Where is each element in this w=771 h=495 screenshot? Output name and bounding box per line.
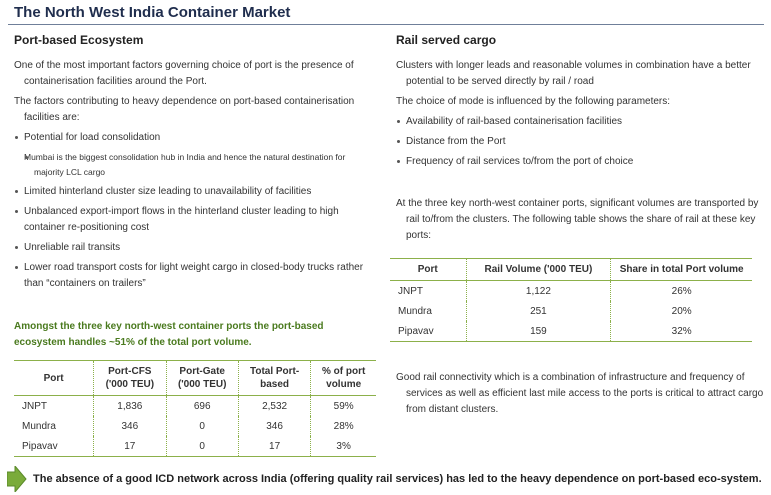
cell: 26% <box>610 280 752 301</box>
row: Pipavav 159 32% <box>390 321 752 342</box>
bullet: Frequency of rail services to/from the p… <box>396 154 756 170</box>
cell: 1,836 <box>93 395 167 416</box>
cell: 696 <box>165 395 239 416</box>
sub-bullet: Mumbai is the biggest consolidation hub … <box>16 150 376 180</box>
right-column: Clusters with longer leads and reasonabl… <box>396 58 756 174</box>
bullet-dot <box>15 210 18 213</box>
cell: 3% <box>310 436 376 457</box>
bullet-text: Distance from the Port <box>406 136 506 147</box>
bullet: Unbalanced export-import flows in the hi… <box>14 204 376 236</box>
cell: 0 <box>165 416 239 436</box>
bullet-dot <box>397 120 400 123</box>
title: The North West India Container Market <box>14 4 291 21</box>
cell: Mundra <box>398 305 432 317</box>
bullet-text: Lower road transport costs for light wei… <box>24 262 364 289</box>
bullet-text: Unreliable rail transits <box>24 242 121 253</box>
header-cell: Rail Volume ('000 TEU) <box>465 258 611 281</box>
header-row: Port Rail Volume ('000 TEU) Share in total… <box>390 258 752 281</box>
footer: The absence of a good ICD network across… <box>33 473 762 485</box>
bullet-text: Potential for load consolidation <box>24 132 161 143</box>
bullet-dot <box>25 156 28 159</box>
header-row: Port Port-CFS ('000 TEU) Port-Gate ('000 T… <box>14 360 376 396</box>
header-cell: % of port volume <box>310 360 376 396</box>
footer-arrow <box>7 466 27 492</box>
cell: 159 <box>465 321 611 342</box>
cell: 346 <box>93 416 167 436</box>
row: Mundra 251 20% <box>390 301 752 321</box>
cell: Pipavav <box>22 440 58 452</box>
bullet-dot <box>397 140 400 143</box>
cell: 17 <box>93 436 167 457</box>
cell: JNPT <box>398 285 423 297</box>
bullet: Unreliable rail transits <box>14 240 376 256</box>
bullet-dot <box>15 136 18 139</box>
left-column: One of the most important factors govern… <box>14 58 376 296</box>
paragraph: One of the most important factors govern… <box>14 60 354 87</box>
header-cell: Port <box>390 258 467 281</box>
rail-intro: At the three key north-west container po… <box>396 198 759 241</box>
bullet-text: Availability of rail-based containerisat… <box>406 116 623 127</box>
left-table-wrap: Port Port-CFS ('000 TEU) Port-Gate ('000 T… <box>14 360 376 457</box>
header-cell: Port-CFS ('000 TEU) <box>93 360 167 396</box>
cell: 1,122 <box>465 280 611 301</box>
paragraph: Clusters with longer leads and reasonabl… <box>396 60 751 87</box>
closing: Good rail connectivity which is a combin… <box>396 372 764 415</box>
bullet-dot <box>397 160 400 163</box>
cell: 2,532 <box>237 395 311 416</box>
arrow-shape <box>7 466 27 492</box>
cell: Mundra <box>22 420 56 432</box>
cell: 0 <box>165 436 239 457</box>
left-heading: Port-based Ecosystem <box>14 33 144 47</box>
title-rule <box>8 24 764 25</box>
paragraph: The factors contributing to heavy depend… <box>14 96 355 123</box>
bullet-text: Frequency of rail services to/from the p… <box>406 156 634 167</box>
header-cell: Total Port-based <box>237 360 311 396</box>
header-cell: Port-Gate ('000 TEU) <box>165 360 239 396</box>
bullet: Potential for load consolidation <box>14 130 376 146</box>
bullet: Availability of rail-based containerisat… <box>396 114 756 130</box>
data-table: Port Port-CFS ('000 TEU) Port-Gate ('000 T… <box>14 360 376 457</box>
bullet-dot <box>15 246 18 249</box>
data-table: Port Rail Volume ('000 TEU) Share in total… <box>390 258 752 342</box>
row: JNPT 1,836 696 2,532 59% <box>14 395 376 416</box>
paragraph: The choice of mode is influenced by the … <box>396 96 671 107</box>
bullet: Lower road transport costs for light wei… <box>14 260 376 292</box>
bullet-text: Mumbai is the biggest consolidation hub … <box>24 152 346 177</box>
bullet-text: Unbalanced export-import flows in the hi… <box>24 206 339 233</box>
cell: 251 <box>465 301 611 321</box>
right-heading: Rail served cargo <box>396 33 497 47</box>
bullet-text: Limited hinterland cluster size leading … <box>24 186 312 197</box>
cell: Pipavav <box>398 325 434 337</box>
right-table-wrap: Port Rail Volume ('000 TEU) Share in total… <box>390 258 752 342</box>
row: JNPT 1,122 26% <box>390 280 752 301</box>
row: Mundra 346 0 346 28% <box>14 416 376 436</box>
highlight: Amongst the three key north-west contain… <box>14 321 324 348</box>
header-cell: Port <box>14 360 94 396</box>
cell: JNPT <box>22 400 47 412</box>
bullet: Limited hinterland cluster size leading … <box>14 184 376 200</box>
cell: 32% <box>610 321 752 342</box>
bullet-dot <box>15 266 18 269</box>
row: Pipavav 17 0 17 3% <box>14 436 376 457</box>
cell: 28% <box>310 416 376 436</box>
cell: 20% <box>610 301 752 321</box>
header-cell: Share in total Port volume <box>610 258 752 281</box>
cell: 17 <box>237 436 311 457</box>
cell: 346 <box>237 416 311 436</box>
cell: 59% <box>310 395 376 416</box>
bullet-dot <box>15 190 18 193</box>
bullet: Distance from the Port <box>396 134 756 150</box>
